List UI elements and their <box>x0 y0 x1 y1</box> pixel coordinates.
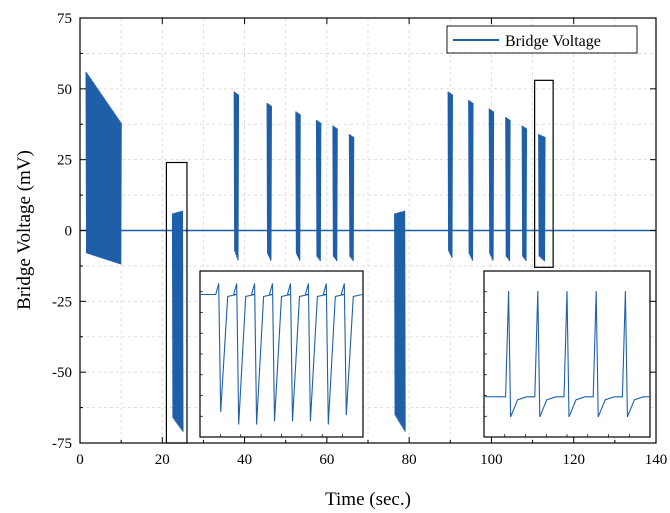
series-burst <box>233 91 240 261</box>
series-burst <box>85 71 122 265</box>
series-burst <box>521 125 528 261</box>
y-tick-labels: -75 -50 -25 0 25 50 75 <box>52 11 72 452</box>
series-burst <box>348 134 355 261</box>
axis-ticks <box>79 17 657 444</box>
y-tick-label: 75 <box>57 11 72 27</box>
y-tick-label: -75 <box>52 436 72 452</box>
x-tick-labels: 0 20 40 60 80 100 120 140 <box>76 452 667 468</box>
x-tick-label: 100 <box>480 452 503 468</box>
inset-1 <box>199 270 364 438</box>
series-layer <box>80 71 656 432</box>
legend-label: Bridge Voltage <box>505 33 601 50</box>
series-burst <box>315 119 322 261</box>
inset-signal <box>483 291 651 418</box>
y-tick-label: 50 <box>57 82 72 98</box>
series-burst <box>488 108 495 261</box>
y-tick-label: 0 <box>65 224 73 240</box>
y-tick-label: -25 <box>52 294 72 310</box>
series-burst <box>394 210 406 432</box>
x-tick-label: 140 <box>645 452 668 468</box>
series-burst <box>505 117 511 261</box>
x-tick-label: 40 <box>237 452 252 468</box>
series-burst <box>171 210 184 432</box>
series-burst <box>295 111 301 261</box>
x-tick-label: 0 <box>76 452 84 468</box>
x-tick-label: 60 <box>319 452 334 468</box>
y-axis-title: Bridge Voltage (mV) <box>14 150 35 310</box>
series-burst <box>447 91 453 258</box>
series-burst <box>538 134 546 262</box>
y-tick-label: 25 <box>57 153 72 169</box>
inset-signal <box>199 283 364 425</box>
y-tick-label: -50 <box>52 365 72 381</box>
highlight-box <box>534 79 554 268</box>
x-axis-title: Time (sec.) <box>325 489 411 510</box>
inset-2 <box>483 270 651 438</box>
legend: Bridge Voltage <box>446 25 638 54</box>
x-tick-label: 80 <box>402 452 417 468</box>
series-burst <box>332 125 338 261</box>
x-tick-label: 20 <box>155 452 170 468</box>
x-tick-label: 120 <box>562 452 585 468</box>
series-burst <box>468 100 474 261</box>
insets-layer <box>199 270 651 438</box>
series-burst <box>266 102 272 261</box>
